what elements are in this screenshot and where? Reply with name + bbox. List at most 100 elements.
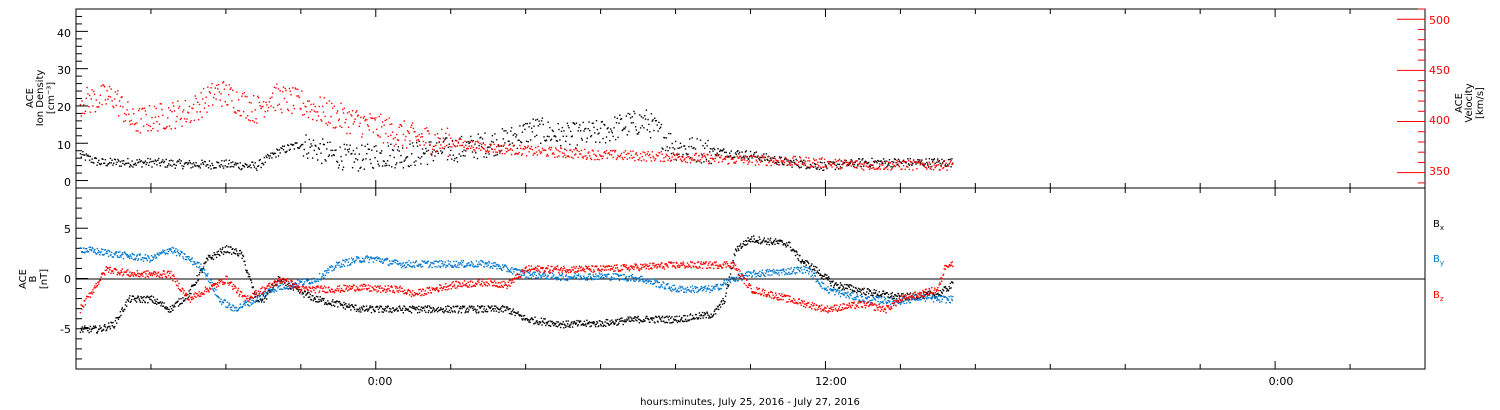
density-point	[599, 141, 601, 144]
field-point-by	[218, 297, 220, 299]
velocity-point	[874, 160, 876, 162]
density-point	[606, 128, 608, 130]
velocity-point	[453, 144, 455, 147]
field-point-by	[198, 261, 200, 264]
density-point	[474, 143, 476, 145]
field-point-by	[774, 270, 776, 272]
field-point-by	[392, 263, 394, 265]
velocity-point	[520, 154, 523, 156]
density-point	[155, 160, 157, 162]
field-point-bx	[443, 312, 445, 314]
field-point-bx	[91, 328, 93, 331]
field-point-by	[420, 266, 423, 268]
density-point	[781, 162, 783, 164]
velocity-point	[449, 146, 451, 148]
density-point	[887, 163, 890, 165]
density-point	[449, 154, 451, 156]
field-point-bx	[651, 319, 654, 321]
velocity-point	[824, 165, 827, 168]
density-point	[122, 162, 124, 165]
field-point-by	[700, 285, 702, 288]
field-point-bx	[884, 293, 886, 296]
velocity-point	[596, 158, 598, 161]
field-point-by	[502, 266, 504, 269]
velocity-point	[479, 142, 481, 145]
field-point-bx	[130, 300, 132, 303]
field-point-by	[638, 280, 640, 282]
velocity-point	[391, 123, 393, 125]
field-point-by	[412, 261, 414, 263]
field-point-by	[630, 279, 632, 282]
field-point-bx	[663, 316, 666, 319]
density-point	[578, 126, 580, 129]
field-point-bx	[763, 237, 765, 239]
density-point	[637, 133, 639, 135]
field-point-bx	[318, 298, 320, 301]
velocity-point	[524, 146, 526, 148]
density-point	[580, 130, 582, 132]
field-point-bx	[625, 320, 627, 322]
field-point-by	[519, 269, 521, 271]
density-point	[848, 162, 851, 164]
field-point-bx	[675, 320, 677, 322]
field-point-bx	[736, 250, 738, 252]
field-point-by	[333, 267, 336, 270]
field-point-bx	[398, 305, 401, 307]
field-point-by	[559, 275, 561, 277]
field-point-by	[393, 260, 395, 262]
velocity-point	[402, 133, 405, 136]
velocity-point	[751, 161, 753, 164]
field-point-by	[705, 290, 707, 292]
field-point-by	[635, 276, 637, 279]
field-point-bx	[316, 301, 318, 303]
velocity-point	[207, 86, 209, 88]
velocity-point	[947, 165, 950, 167]
velocity-point	[562, 156, 564, 158]
density-point	[97, 161, 99, 164]
field-point-by	[100, 251, 102, 253]
velocity-point	[475, 147, 478, 149]
field-point-by	[650, 280, 652, 283]
density-point	[211, 162, 213, 165]
velocity-point	[541, 147, 544, 150]
density-point	[510, 130, 512, 132]
field-point-bx	[719, 303, 721, 306]
velocity-point	[519, 144, 521, 147]
field-point-by	[352, 259, 354, 261]
field-point-by	[126, 253, 128, 256]
field-point-bx	[556, 326, 559, 328]
field-point-bx	[402, 312, 404, 314]
field-point-by	[204, 273, 207, 275]
density-point	[894, 158, 896, 161]
velocity-point	[919, 164, 921, 166]
density-point	[871, 157, 873, 160]
density-point	[308, 138, 310, 141]
field-point-bx	[895, 295, 897, 297]
field-point-by	[413, 266, 416, 269]
density-point	[330, 149, 332, 152]
field-point-bx	[493, 310, 495, 312]
velocity-point	[412, 127, 415, 130]
density-point	[565, 135, 568, 137]
field-point-bx	[552, 321, 554, 324]
field-point-by	[786, 272, 788, 275]
field-point-bx	[764, 241, 766, 243]
density-point	[392, 149, 395, 152]
field-point-by	[593, 275, 595, 278]
field-point-bx	[716, 308, 718, 310]
velocity-point	[137, 130, 139, 132]
density-point	[304, 141, 306, 143]
velocity-point	[803, 162, 806, 164]
field-point-by	[147, 255, 149, 257]
velocity-point	[778, 164, 781, 166]
field-point-by	[421, 260, 423, 262]
field-point-bx	[541, 324, 543, 326]
field-point-by	[97, 252, 99, 254]
density-point	[709, 148, 712, 150]
field-point-by	[364, 257, 366, 260]
velocity-point	[885, 167, 887, 169]
field-point-by	[762, 272, 764, 274]
field-point-bx	[633, 317, 636, 319]
density-point	[664, 149, 667, 152]
